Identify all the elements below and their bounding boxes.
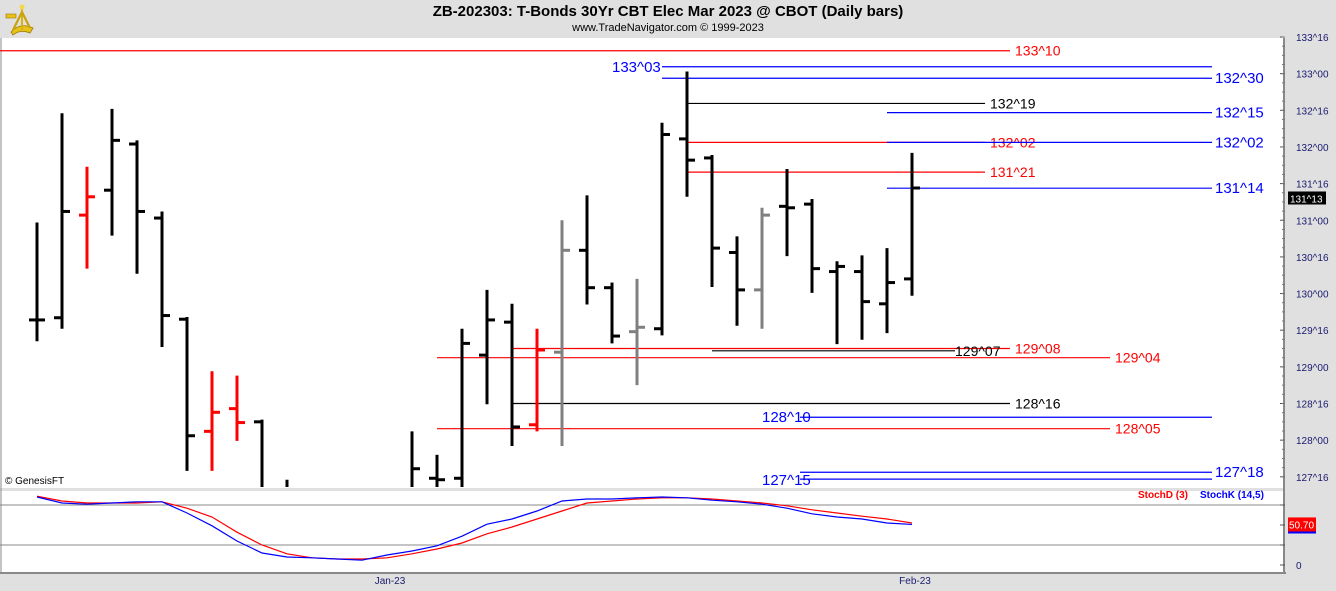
last-price-box [1288,191,1326,205]
ohlc-bar [529,328,545,432]
legend-stochd: StochD (3) [1138,490,1188,501]
axis-tick-label: 130^00 [1296,290,1329,301]
ohlc-bar [254,419,264,487]
ohlc-bar [410,431,420,487]
axis-tick-label: 133^00 [1296,70,1329,81]
stoch-axis-label: 0 [1296,561,1302,572]
last-price-label: 131^13 [1290,194,1323,205]
axis-tick-label: 129^16 [1296,326,1329,337]
price-axis: 133^16 133^00 132^16 132^00 131^16 131^00 130^… [1280,33,1329,484]
price-bars [29,71,920,487]
ohlc-bar [904,152,920,296]
ohlc-bar [429,454,445,487]
axis-tick-label: 132^00 [1296,143,1329,154]
level-label: 128^16 [1015,396,1061,412]
axis-tick-label: 132^16 [1296,106,1329,117]
axis-tick-label: 131^16 [1296,180,1329,191]
ohlc-bar [454,328,470,487]
level-label: 128^10 [762,409,811,426]
level-label: 132^30 [1215,70,1264,87]
stochastic-lines: StochD (3) StochK (14,5) 0 50.70 [0,490,1316,572]
level-label: 133^10 [1015,43,1061,59]
ohlc-bar [29,222,45,342]
copyright-label: © GenesisFT [5,476,64,487]
ohlc-bar [879,248,895,334]
stoch-series-line [36,495,913,560]
ohlc-bar [579,195,595,305]
ohlc-bar [854,255,870,340]
axis-tick-label: 131^00 [1296,216,1329,227]
level-label: 129^04 [1115,350,1161,366]
ohlc-bar [79,166,95,269]
ohlc-bar [154,211,170,348]
ohlc-bar [729,236,745,326]
axis-tick-label: 128^16 [1296,400,1329,411]
price-pane [0,38,1284,488]
ohlc-bar [554,220,570,447]
ohlc-bar [54,113,70,329]
level-label: 132^15 [1215,105,1264,122]
stochastic-pane [0,491,1284,573]
ohlc-bar [104,108,120,236]
axis-tick-label: 128^00 [1296,436,1329,447]
ohlc-bar [204,371,220,471]
time-axis-label: Jan-23 [375,576,406,587]
level-label: 132^02 [1215,134,1264,151]
legend-stochk: StochK (14,5) [1200,490,1264,501]
sextant-logo-icon [5,4,34,36]
ohlc-bar [754,207,770,329]
level-label: 127^18 [1215,464,1264,481]
level-label: 127^15 [762,472,811,489]
axis-tick-label: 133^16 [1296,33,1329,44]
ohlc-bar [679,71,695,197]
ohlc-bar [229,375,245,441]
ohlc-bar [629,278,645,386]
ohlc-bar [129,140,145,274]
time-axis: Jan-23 Feb-23 [375,576,932,587]
stoch-value-box [1288,517,1316,533]
ohlc-bar [504,303,520,447]
level-label: 133^03 [612,59,661,76]
stoch-value-label: 50.70 [1289,520,1314,531]
time-axis-label: Feb-23 [899,576,931,587]
chart-title: ZB-202303: T-Bonds 30Yr CBT Elec Mar 202… [432,3,904,20]
level-label: 129^07 [955,343,1001,359]
axis-tick-label: 127^16 [1296,473,1329,484]
ohlc-bar [479,289,495,405]
ohlc-bar [829,261,845,345]
ohlc-bar [704,155,720,287]
stoch-series-line [36,496,913,561]
ohlc-bar [779,168,795,257]
ohlc-bar [654,122,670,336]
level-label: 129^08 [1015,341,1061,357]
chart-subtitle: www.TradeNavigator.com © 1999-2023 [572,22,764,34]
level-label: 128^05 [1115,421,1161,437]
ohlc-bar [804,198,820,293]
ohlc-bar [604,282,620,344]
level-label: 131^21 [990,164,1036,180]
axis-tick-label: 129^00 [1296,363,1329,374]
level-label: 131^14 [1215,180,1264,197]
level-label: 132^19 [990,95,1036,111]
axis-tick-label: 130^16 [1296,253,1329,264]
ohlc-bar [179,317,195,471]
